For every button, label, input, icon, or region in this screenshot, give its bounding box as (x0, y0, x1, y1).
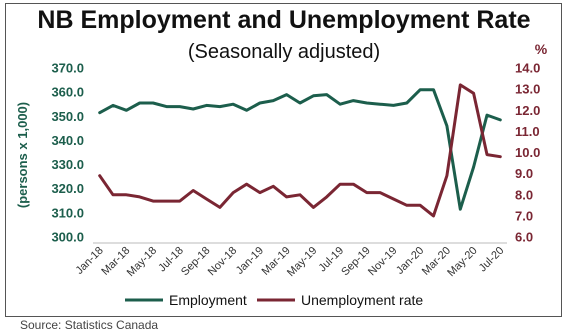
x-tick-label: Sep-19 (339, 245, 373, 279)
legend-label: Unemployment rate (301, 292, 423, 308)
right-tick-label: 8.0 (515, 187, 533, 202)
series-layer (98, 83, 502, 218)
series-line-unemployment-rate (98, 83, 502, 218)
left-tick-label: 300.0 (51, 230, 84, 245)
x-tick-label: May-18 (125, 245, 159, 279)
chart-title: NB Employment and Unemployment Rate (37, 6, 531, 34)
left-tick-label: 340.0 (51, 133, 84, 148)
left-tick-label: 320.0 (51, 181, 84, 196)
x-axis-ticks: Jan-18Mar-18May-18Jul-18Sep-18Nov-18Jan-… (74, 245, 507, 279)
right-tick-label: 7.0 (515, 208, 533, 223)
series-line-employment (98, 88, 502, 211)
right-tick-label: 12.0 (515, 103, 540, 118)
left-axis-label: (persons x 1,000) (15, 102, 30, 208)
right-tick-label: 9.0 (515, 166, 533, 181)
x-tick-label: Jul-20 (477, 245, 507, 275)
legend: Employment Unemployment rate (125, 292, 423, 308)
left-tick-label: 370.0 (51, 61, 84, 76)
x-tick-label: May-20 (445, 245, 479, 279)
x-tick-label: Nov-18 (206, 245, 240, 279)
x-tick-label: May-19 (285, 245, 319, 279)
right-tick-label: 10.0 (515, 145, 540, 160)
chart-subtitle: (Seasonally adjusted) (187, 41, 381, 63)
left-tick-label: 310.0 (51, 205, 84, 220)
source-note: Source: Statistics Canada (20, 318, 159, 332)
left-tick-label: 350.0 (51, 109, 84, 124)
left-tick-label: 360.0 (51, 85, 84, 100)
left-tick-label: 330.0 (51, 157, 84, 172)
chart-frame (5, 3, 562, 317)
x-tick-label: Sep-18 (179, 245, 213, 279)
left-axis-ticks: 300.0 310.0 320.0 330.0 340.0 350.0 360.0 370.0 (51, 61, 84, 245)
right-tick-label: 6.0 (515, 230, 533, 245)
right-tick-label: 13.0 (515, 82, 540, 97)
x-tick-label: Nov-19 (366, 245, 400, 279)
right-tick-label: 11.0 (515, 124, 540, 139)
right-axis-label: % (535, 41, 548, 57)
right-tick-label: 14.0 (515, 61, 540, 76)
legend-label: Employment (169, 292, 247, 308)
right-axis-ticks: 6.0 7.0 8.0 9.0 10.0 11.0 12.0 13.0 14.0 (515, 61, 540, 245)
